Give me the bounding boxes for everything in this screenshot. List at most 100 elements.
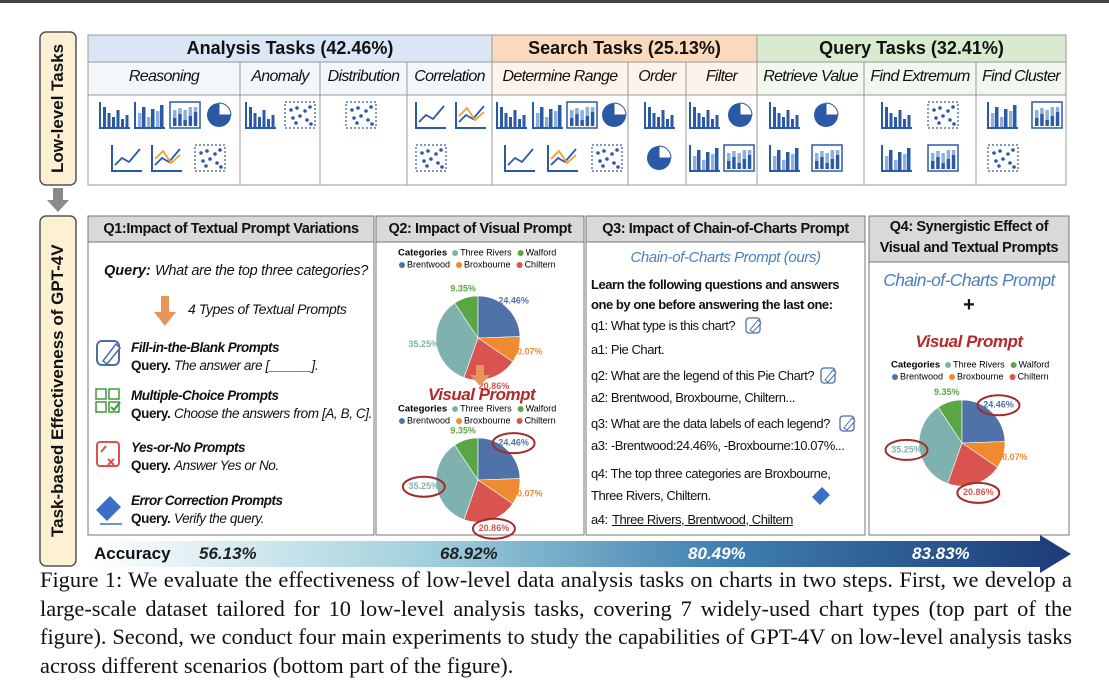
plus-sign: + bbox=[963, 294, 975, 316]
icon-bar bbox=[500, 107, 503, 127]
slice-label: 20.86% bbox=[963, 487, 994, 497]
icon-dot bbox=[303, 109, 307, 113]
icon-bar bbox=[889, 150, 893, 170]
prompt-text: Verify the query. bbox=[174, 511, 264, 526]
icon-cell bbox=[406, 94, 493, 186]
icon-dot bbox=[218, 148, 222, 152]
icon-bar bbox=[693, 107, 696, 127]
highlight-ring bbox=[976, 394, 1021, 417]
query-label: Query: bbox=[104, 263, 151, 279]
icon-dot bbox=[610, 152, 614, 156]
icon-bar bbox=[585, 107, 590, 116]
icon-dot bbox=[309, 122, 313, 126]
icon-bar bbox=[991, 113, 995, 127]
icon-dot bbox=[199, 151, 203, 155]
icon-bar bbox=[173, 118, 177, 126]
legend-label: Broxbourne bbox=[464, 415, 511, 425]
icon-dot bbox=[356, 106, 360, 110]
icon-bar bbox=[570, 118, 574, 126]
icon-dot bbox=[605, 157, 609, 161]
icon-dot bbox=[434, 152, 438, 156]
icon-bar bbox=[188, 116, 193, 126]
icon-axis bbox=[455, 102, 486, 129]
icon-bar bbox=[830, 159, 835, 169]
legend-swatch bbox=[456, 262, 463, 268]
side-tab bbox=[39, 31, 77, 186]
icon-dot bbox=[350, 108, 354, 112]
icon-dot bbox=[295, 106, 299, 110]
task-name: Distribution bbox=[327, 68, 400, 85]
legend-swatch bbox=[517, 250, 524, 256]
slice-label: 10.07% bbox=[997, 452, 1028, 462]
icon-bar bbox=[903, 119, 906, 127]
panel-header bbox=[375, 215, 585, 243]
icon-bar bbox=[554, 111, 558, 127]
icon-dot bbox=[616, 165, 620, 169]
icon-axis bbox=[245, 102, 276, 129]
icon-bar bbox=[941, 153, 945, 163]
icon-frame bbox=[811, 144, 843, 172]
task-cell bbox=[491, 61, 629, 96]
checkbox-icon bbox=[110, 401, 121, 412]
icon-bar bbox=[898, 152, 902, 170]
highlight-ring bbox=[401, 475, 446, 498]
chain-line: a3: -Brentwood:24.46%, -Broxbourne:10.07… bbox=[591, 438, 845, 453]
legend-label: Broxbourne bbox=[464, 259, 511, 269]
eraser-icon bbox=[812, 487, 830, 505]
icon-line bbox=[114, 148, 141, 166]
task-cell bbox=[87, 61, 241, 96]
accuracy-value: 83.83% bbox=[912, 544, 970, 563]
icon-bar bbox=[536, 113, 540, 127]
icon-dot bbox=[992, 151, 996, 155]
icon-bar bbox=[820, 157, 824, 169]
icon-dot bbox=[941, 114, 945, 118]
icon-axis bbox=[769, 145, 800, 172]
icon-line bbox=[507, 148, 534, 166]
icon-bar bbox=[706, 152, 710, 170]
task-name: Find Extremum bbox=[870, 68, 970, 85]
slice-label: 20.86% bbox=[479, 523, 510, 533]
icon-axis bbox=[134, 102, 165, 129]
panel-header bbox=[585, 215, 866, 243]
icon-dot bbox=[1001, 157, 1005, 161]
icon-bar bbox=[670, 115, 674, 127]
icon-bar bbox=[825, 153, 829, 163]
icon-bar bbox=[715, 115, 719, 127]
icon-frame bbox=[169, 101, 201, 129]
icon-bar bbox=[1040, 114, 1044, 126]
task-name: Correlation bbox=[414, 68, 485, 85]
icon-bar bbox=[160, 105, 164, 127]
icon-line bbox=[458, 105, 485, 123]
icon-cell bbox=[863, 94, 977, 186]
icon-dot bbox=[934, 116, 938, 120]
pie-slice bbox=[435, 302, 479, 378]
legend-label: Broxbourne bbox=[957, 371, 1004, 381]
legend-swatch bbox=[945, 362, 952, 368]
icon-axis bbox=[689, 145, 720, 172]
legend-swatch bbox=[1009, 374, 1016, 380]
legend-swatch bbox=[892, 374, 898, 380]
accuracy-arrow bbox=[88, 535, 1071, 573]
icon-bar bbox=[936, 157, 940, 169]
legend-label: Three Rivers bbox=[460, 403, 512, 413]
icon-dot bbox=[932, 108, 936, 112]
checkbox-icon bbox=[95, 388, 107, 400]
icon-bar bbox=[907, 148, 911, 170]
legend-label: Brentwood bbox=[900, 371, 943, 381]
legend-label: Three Rivers bbox=[953, 359, 1005, 369]
icon-pie-wedge bbox=[739, 102, 753, 116]
icon-bar bbox=[786, 152, 790, 170]
icon-bar bbox=[825, 163, 829, 169]
icon-bar bbox=[173, 110, 177, 118]
icon-bar bbox=[138, 113, 142, 127]
legend-label: Walford bbox=[1019, 359, 1050, 369]
down-arrow bbox=[154, 296, 176, 326]
icon-bar bbox=[737, 163, 741, 169]
icon-dot bbox=[369, 105, 373, 109]
icon-bar bbox=[795, 115, 799, 127]
icon-dot bbox=[951, 105, 955, 109]
icon-cell bbox=[319, 94, 408, 186]
down-arrow bbox=[47, 188, 69, 212]
icon-bar bbox=[951, 155, 956, 169]
panel-title: Q2: Impact of Visual Prompt bbox=[388, 221, 572, 237]
